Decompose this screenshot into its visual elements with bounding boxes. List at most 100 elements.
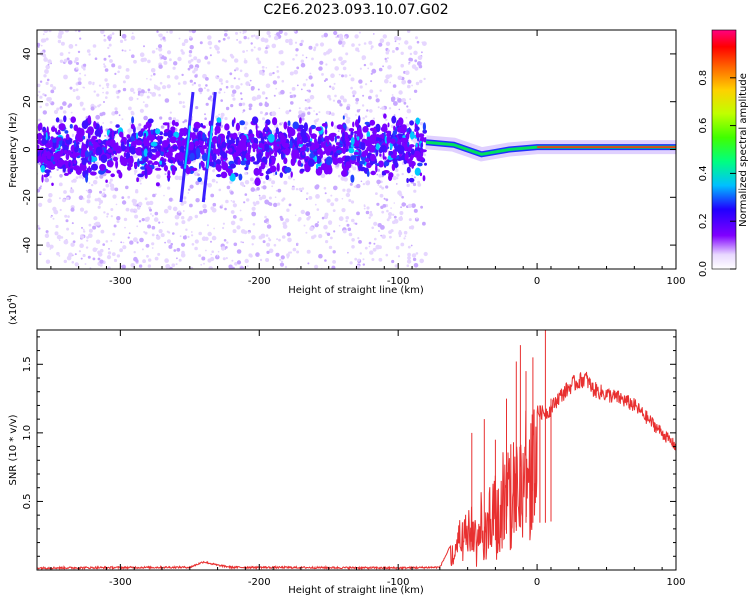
noise-speck [242, 111, 244, 114]
noise-speck [379, 89, 382, 92]
noise-speck [102, 122, 105, 124]
noise-speck [204, 117, 207, 120]
noise-speck [359, 252, 362, 255]
noise-speck [131, 198, 136, 204]
noise-speck [409, 52, 413, 56]
noise-speck [420, 205, 423, 209]
noise-speck [378, 67, 383, 72]
noise-speck [54, 231, 59, 236]
noise-speck [84, 263, 87, 265]
noise-speck [193, 67, 199, 72]
band-speck [170, 165, 176, 169]
noise-speck [189, 64, 194, 69]
noise-speck [121, 49, 124, 52]
noise-speck [225, 199, 229, 204]
noise-speck [351, 90, 357, 95]
band-speck [173, 131, 180, 138]
noise-speck [154, 211, 159, 216]
band-speck [100, 125, 103, 131]
band-speck [85, 130, 92, 134]
band-speck [281, 142, 286, 147]
noise-speck [277, 75, 280, 79]
noise-speck [218, 78, 223, 83]
noise-speck [141, 248, 144, 251]
noise-speck [304, 107, 308, 111]
noise-speck [172, 232, 175, 235]
noise-speck [350, 86, 353, 90]
band-speck [408, 127, 411, 135]
noise-speck [407, 84, 411, 89]
band-speck [378, 160, 384, 168]
band-speck [150, 148, 158, 153]
x-tick-label: 100 [666, 577, 685, 588]
noise-speck [114, 110, 119, 115]
noise-speck [307, 111, 311, 115]
noise-speck [330, 194, 333, 197]
noise-speck [261, 91, 266, 95]
band-speck [209, 161, 215, 167]
band-speck [297, 124, 305, 129]
band-speck [110, 173, 115, 178]
noise-speck [222, 257, 226, 261]
noise-speck [223, 30, 228, 33]
noise-speck [38, 227, 41, 230]
noise-speck [314, 203, 317, 206]
band-speck [326, 165, 333, 175]
band-speck [420, 151, 423, 156]
noise-speck [324, 212, 329, 217]
band-speck [178, 151, 184, 158]
noise-speck [232, 200, 236, 204]
band-speck [167, 149, 173, 157]
noise-speck [265, 199, 269, 203]
noise-speck [407, 62, 411, 65]
noise-speck [225, 257, 228, 260]
noise-speck [382, 204, 387, 208]
band-speck [220, 171, 228, 179]
noise-speck [416, 40, 420, 44]
band-speck [375, 148, 379, 157]
noise-speck [230, 210, 235, 214]
noise-speck [289, 71, 294, 76]
noise-speck [66, 196, 70, 201]
noise-speck [205, 84, 208, 87]
noise-speck [352, 166, 357, 171]
noise-speck [226, 241, 229, 244]
band-speck [147, 160, 153, 165]
noise-speck [335, 36, 338, 39]
noise-speck [49, 175, 52, 179]
noise-speck [83, 67, 86, 71]
noise-speck [111, 111, 116, 116]
noise-speck [209, 46, 212, 50]
noise-speck [124, 49, 127, 53]
band-speck [211, 136, 219, 144]
noise-speck [85, 189, 88, 192]
noise-speck [333, 185, 338, 191]
noise-speck [350, 200, 355, 204]
noise-speck [261, 72, 265, 76]
noise-speck [253, 46, 256, 49]
noise-speck [394, 36, 399, 41]
noise-speck [235, 67, 239, 71]
noise-speck [237, 77, 241, 81]
noise-speck [43, 74, 47, 78]
band-speck [155, 167, 162, 171]
noise-speck [411, 253, 417, 258]
noise-speck [106, 212, 109, 216]
noise-speck [166, 31, 169, 34]
noise-speck [125, 74, 130, 80]
noise-speck [388, 230, 392, 235]
band-speck [43, 133, 47, 138]
noise-speck [156, 30, 159, 33]
band-speck [60, 150, 64, 155]
noise-speck [363, 205, 366, 208]
noise-speck [128, 96, 134, 102]
noise-speck [79, 207, 85, 212]
noise-speck [371, 68, 377, 74]
noise-speck [88, 81, 92, 85]
noise-speck [392, 84, 397, 88]
noise-speck [413, 50, 418, 55]
band-speck [408, 177, 415, 183]
y-tick-label: 40 [22, 48, 33, 61]
noise-speck [279, 215, 283, 219]
